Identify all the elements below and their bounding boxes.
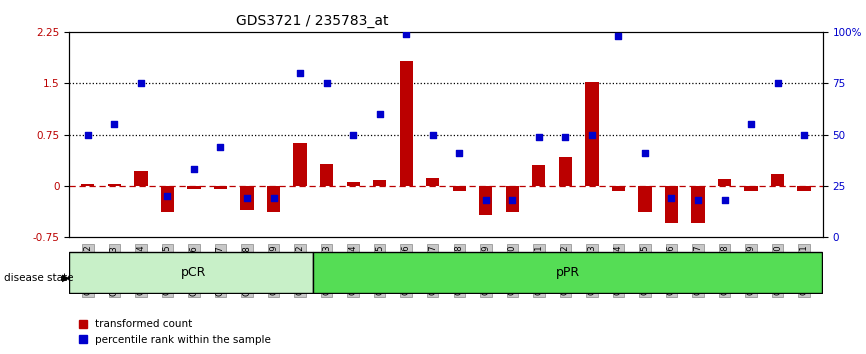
Text: GDS3721 / 235783_at: GDS3721 / 235783_at	[236, 14, 388, 28]
Legend: transformed count, percentile rank within the sample: transformed count, percentile rank withi…	[74, 315, 275, 349]
Bar	[187, 186, 201, 189]
Bar	[294, 143, 307, 186]
Text: pCR: pCR	[181, 266, 207, 279]
Bar	[798, 186, 811, 191]
Bar	[69, 252, 313, 293]
Bar	[559, 157, 572, 186]
Point	[611, 33, 625, 39]
Bar	[399, 61, 413, 186]
Bar	[479, 186, 493, 215]
Point	[81, 132, 94, 137]
Point	[664, 195, 678, 201]
Point	[718, 198, 732, 203]
Bar	[745, 186, 758, 191]
Bar	[506, 186, 519, 212]
Point	[399, 31, 413, 37]
Bar	[161, 186, 174, 212]
Bar	[267, 186, 281, 212]
Bar	[691, 186, 705, 223]
Bar	[81, 184, 94, 186]
Point	[532, 134, 546, 139]
Point	[240, 195, 254, 201]
Bar	[638, 186, 651, 212]
Text: ▶: ▶	[62, 273, 70, 283]
Point	[638, 150, 652, 156]
Bar	[320, 164, 333, 186]
Point	[214, 144, 228, 150]
Point	[267, 195, 281, 201]
Bar	[611, 186, 625, 191]
Bar	[134, 171, 147, 186]
Point	[372, 111, 386, 117]
Bar	[107, 184, 121, 186]
Point	[559, 134, 572, 139]
Point	[744, 121, 758, 127]
Point	[320, 80, 333, 86]
Bar	[426, 178, 439, 186]
Point	[346, 132, 360, 137]
Point	[160, 193, 174, 199]
Bar	[241, 186, 254, 210]
Text: disease state: disease state	[4, 273, 74, 283]
Point	[107, 121, 121, 127]
Point	[771, 80, 785, 86]
Bar	[214, 186, 227, 189]
Bar	[373, 181, 386, 186]
Point	[506, 198, 520, 203]
Point	[294, 70, 307, 76]
Bar	[313, 252, 822, 293]
Point	[452, 150, 466, 156]
Text: pPR: pPR	[556, 266, 580, 279]
Point	[585, 132, 598, 137]
Point	[479, 198, 493, 203]
Point	[798, 132, 811, 137]
Bar	[771, 173, 785, 186]
Bar	[533, 165, 546, 186]
Bar	[453, 186, 466, 191]
Bar	[665, 186, 678, 223]
Bar	[346, 182, 359, 186]
Point	[691, 198, 705, 203]
Point	[134, 80, 148, 86]
Point	[426, 132, 440, 137]
Bar	[585, 82, 598, 186]
Point	[187, 167, 201, 172]
Bar	[718, 179, 731, 186]
